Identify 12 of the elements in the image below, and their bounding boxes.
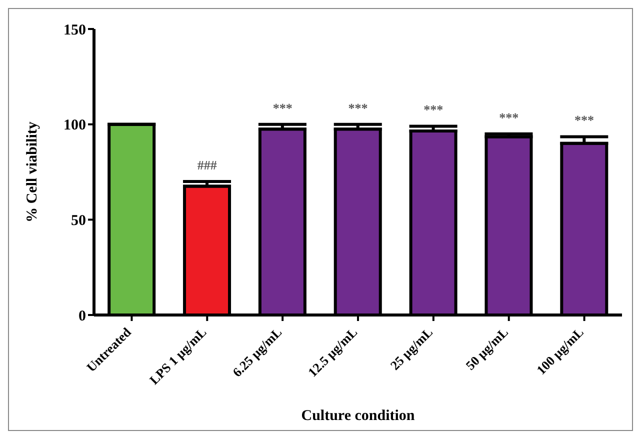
y-tick-label: 100 <box>64 118 86 134</box>
x-axis-title: Culture condition <box>301 408 416 424</box>
y-axis-title: % Cell viability <box>24 121 40 222</box>
y-tick-label: 0 <box>78 308 86 324</box>
y-tick-label: 150 <box>64 22 86 38</box>
annotation: *** <box>348 100 368 116</box>
annotation: *** <box>499 110 519 125</box>
annotation: ### <box>197 158 218 173</box>
annotation: *** <box>574 112 594 128</box>
y-tick-label: 50 <box>71 212 86 229</box>
annotation: *** <box>272 100 292 116</box>
annotation: *** <box>424 102 444 118</box>
